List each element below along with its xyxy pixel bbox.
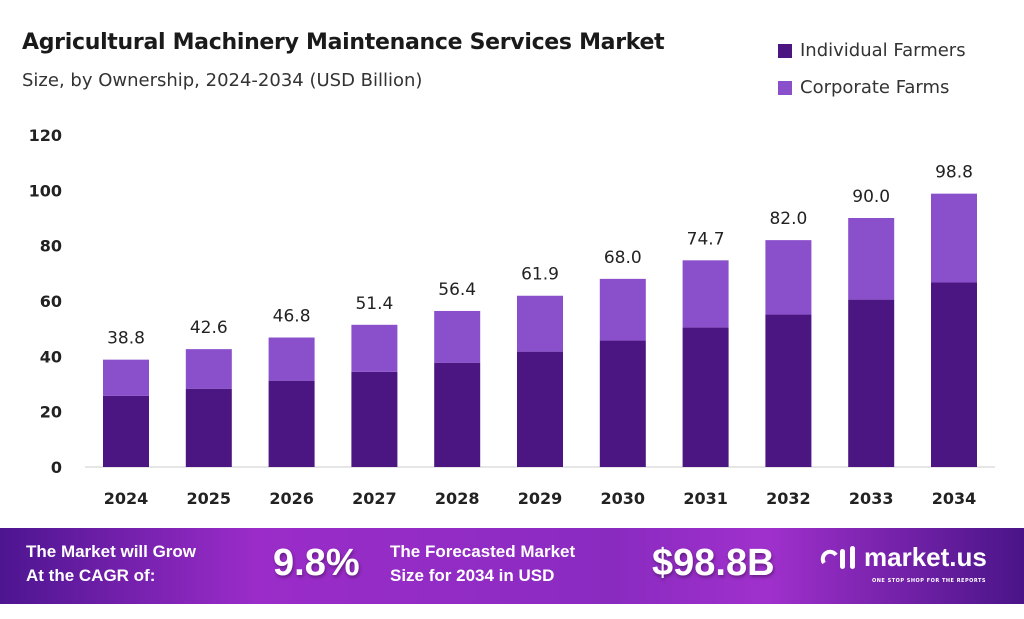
x-tick-label: 2030 — [601, 489, 646, 508]
x-tick-label: 2034 — [932, 489, 977, 508]
bar-individual-farmers-2030 — [599, 340, 646, 467]
bar-corporate-farms-2029 — [517, 295, 563, 352]
logo-tagline: ONE STOP SHOP FOR THE REPORTS — [872, 578, 987, 584]
data-label-2028: 56.4 — [438, 280, 476, 300]
bar-individual-farmers-2024 — [103, 395, 149, 467]
cagr-label-line2: At the CAGR of: — [26, 566, 156, 585]
y-tick-label: 100 — [29, 181, 62, 200]
data-label-2032: 82.0 — [769, 209, 807, 229]
bar-corporate-farms-2033 — [848, 218, 895, 300]
data-label-2024: 38.8 — [107, 329, 145, 349]
forecast-label: The Forecasted Market Size for 2034 in U… — [390, 540, 575, 588]
bar-individual-farmers-2034 — [931, 282, 977, 467]
legend-label: Corporate Farms — [800, 77, 950, 98]
bar-corporate-farms-2024 — [103, 359, 149, 396]
x-tick-label: 2032 — [766, 489, 811, 508]
bar-corporate-farms-2026 — [268, 337, 315, 381]
x-tick-label: 2033 — [849, 489, 894, 508]
chart-title: Agricultural Machinery Maintenance Servi… — [22, 30, 665, 55]
cagr-label-line1: The Market will Grow — [26, 542, 197, 561]
legend: Individual Farmers Corporate Farms — [778, 32, 966, 106]
forecast-value: $98.8B — [652, 542, 775, 584]
bar-chart: 0 20 40 60 80 100 120 38.8 2024 42.6 2025 46.8 2026 5… — [29, 126, 995, 508]
bar-corporate-farms-2025 — [185, 349, 232, 389]
data-label-2026: 46.8 — [273, 307, 311, 327]
y-tick-label: 60 — [40, 292, 62, 311]
legend-label: Individual Farmers — [800, 40, 966, 61]
chart-subtitle: Size, by Ownership, 2024-2034 (USD Billi… — [22, 70, 423, 91]
data-label-2031: 74.7 — [687, 229, 725, 249]
legend-item-individual-farmers: Individual Farmers — [778, 32, 966, 69]
bar-individual-farmers-2032 — [765, 314, 812, 467]
forecast-label-line1: The Forecasted Market — [390, 542, 576, 561]
bar-corporate-farms-2031 — [682, 260, 729, 328]
bar-corporate-farms-2027 — [351, 324, 398, 372]
x-tick-label: 2031 — [683, 489, 728, 508]
y-tick-label: 120 — [29, 126, 62, 145]
forecast-label-line2: Size for 2034 in USD — [390, 566, 555, 585]
bar-corporate-farms-2030 — [599, 278, 646, 341]
logo-icon — [820, 545, 855, 569]
data-label-2027: 51.4 — [355, 294, 393, 314]
x-tick-label: 2029 — [518, 489, 563, 508]
logo-name: market.us — [864, 542, 987, 572]
market-us-logo: market.us ONE STOP SHOP FOR THE REPORTS — [820, 542, 987, 584]
bar-corporate-farms-2028 — [434, 310, 481, 363]
footer-banner: The Market will Grow At the CAGR of: 9.8… — [0, 528, 1024, 604]
x-tick-label: 2028 — [435, 489, 480, 508]
data-label-2025: 42.6 — [190, 318, 228, 338]
bar-individual-farmers-2029 — [517, 351, 563, 467]
legend-swatch — [778, 80, 792, 95]
x-tick-label: 2026 — [269, 489, 314, 508]
x-tick-label: 2025 — [187, 489, 232, 508]
x-tick-label: 2024 — [104, 489, 149, 508]
bar-individual-farmers-2027 — [351, 371, 398, 467]
y-tick-label: 80 — [40, 237, 62, 256]
legend-swatch — [778, 43, 792, 58]
data-label-2029: 61.9 — [521, 265, 559, 285]
bar-individual-farmers-2025 — [185, 388, 232, 467]
legend-item-corporate-farms: Corporate Farms — [778, 69, 966, 106]
y-tick-label: 0 — [51, 458, 62, 477]
data-label-2033: 90.0 — [852, 187, 890, 207]
y-tick-label: 40 — [40, 347, 62, 366]
x-tick-label: 2027 — [352, 489, 397, 508]
bar-individual-farmers-2026 — [268, 380, 315, 467]
data-label-2034: 98.8 — [935, 163, 973, 183]
bar-individual-farmers-2033 — [848, 299, 895, 467]
y-tick-label: 20 — [40, 403, 62, 422]
bar-corporate-farms-2034 — [931, 193, 977, 283]
cagr-value: 9.8% — [273, 542, 360, 584]
data-label-2030: 68.0 — [604, 248, 642, 268]
bar-corporate-farms-2032 — [765, 240, 812, 315]
bar-individual-farmers-2031 — [682, 327, 729, 467]
cagr-label: The Market will Grow At the CAGR of: — [26, 540, 196, 588]
bar-individual-farmers-2028 — [434, 362, 481, 467]
